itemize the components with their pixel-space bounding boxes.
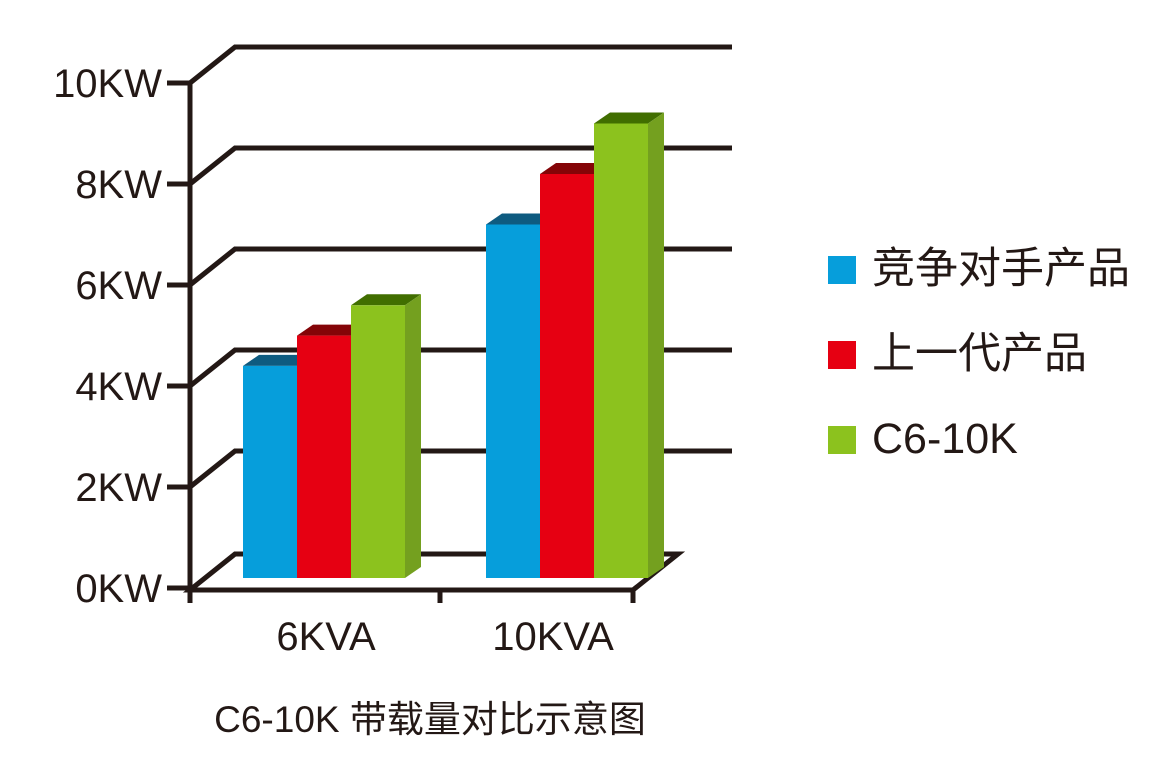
gridline-10kw — [188, 44, 732, 85]
gridline-8kw — [188, 145, 732, 186]
x-category-label-10kva: 10KVA — [492, 615, 614, 659]
bar-top-10kva-previous-gen — [540, 163, 610, 174]
y-tick-label-0kw: 0KW — [75, 567, 162, 611]
bar-front-6kva-previous-gen — [297, 335, 351, 578]
legend-swatch-competitor — [828, 255, 856, 284]
bar-top-6kva-competitor — [243, 354, 313, 366]
bar-top-10kva-c6-10k — [594, 112, 664, 124]
bar-front-10kva-competitor — [486, 224, 540, 578]
y-tick-label-10kw: 10KW — [53, 62, 162, 106]
bar-top-6kva-previous-gen — [297, 324, 367, 336]
x-category-label-6kva: 6KVA — [276, 615, 376, 659]
y-tick-label-2kw: 2KW — [75, 466, 162, 510]
legend-swatch-previous-gen — [828, 340, 856, 369]
legend-item-c6-10k: C6-10K — [828, 412, 1130, 467]
bar-front-6kva-competitor — [243, 365, 297, 578]
bar-top-6kva-c6-10k — [351, 294, 421, 306]
y-tick-label-8kw: 8KW — [75, 163, 162, 207]
legend-item-previous-gen: 上一代产品 — [828, 327, 1130, 382]
legend-label-competitor: 竞争对手产品 — [872, 245, 1130, 293]
y-tick-label-4kw: 4KW — [75, 365, 162, 409]
legend-label-previous-gen: 上一代产品 — [872, 330, 1087, 378]
legend-swatch-c6-10k — [828, 425, 856, 454]
legend: 竞争对手产品 上一代产品 C6-10K — [828, 242, 1130, 497]
bar-front-6kva-c6-10k — [351, 305, 405, 578]
legend-label-c6-10k: C6-10K — [872, 415, 1018, 463]
y-tick-label-6kw: 6KW — [75, 264, 162, 308]
bar-side-6kva-c6-10k — [405, 294, 421, 578]
legend-item-competitor: 竞争对手产品 — [828, 242, 1130, 297]
chart-title: C6-10K 带载量对比示意图 — [214, 699, 646, 740]
bar-front-10kva-c6-10k — [594, 123, 648, 578]
floor-outline — [182, 551, 686, 593]
bar-top-10kva-competitor — [486, 213, 556, 225]
bar-side-10kva-c6-10k — [648, 112, 664, 578]
bar-front-10kva-previous-gen — [540, 174, 594, 578]
